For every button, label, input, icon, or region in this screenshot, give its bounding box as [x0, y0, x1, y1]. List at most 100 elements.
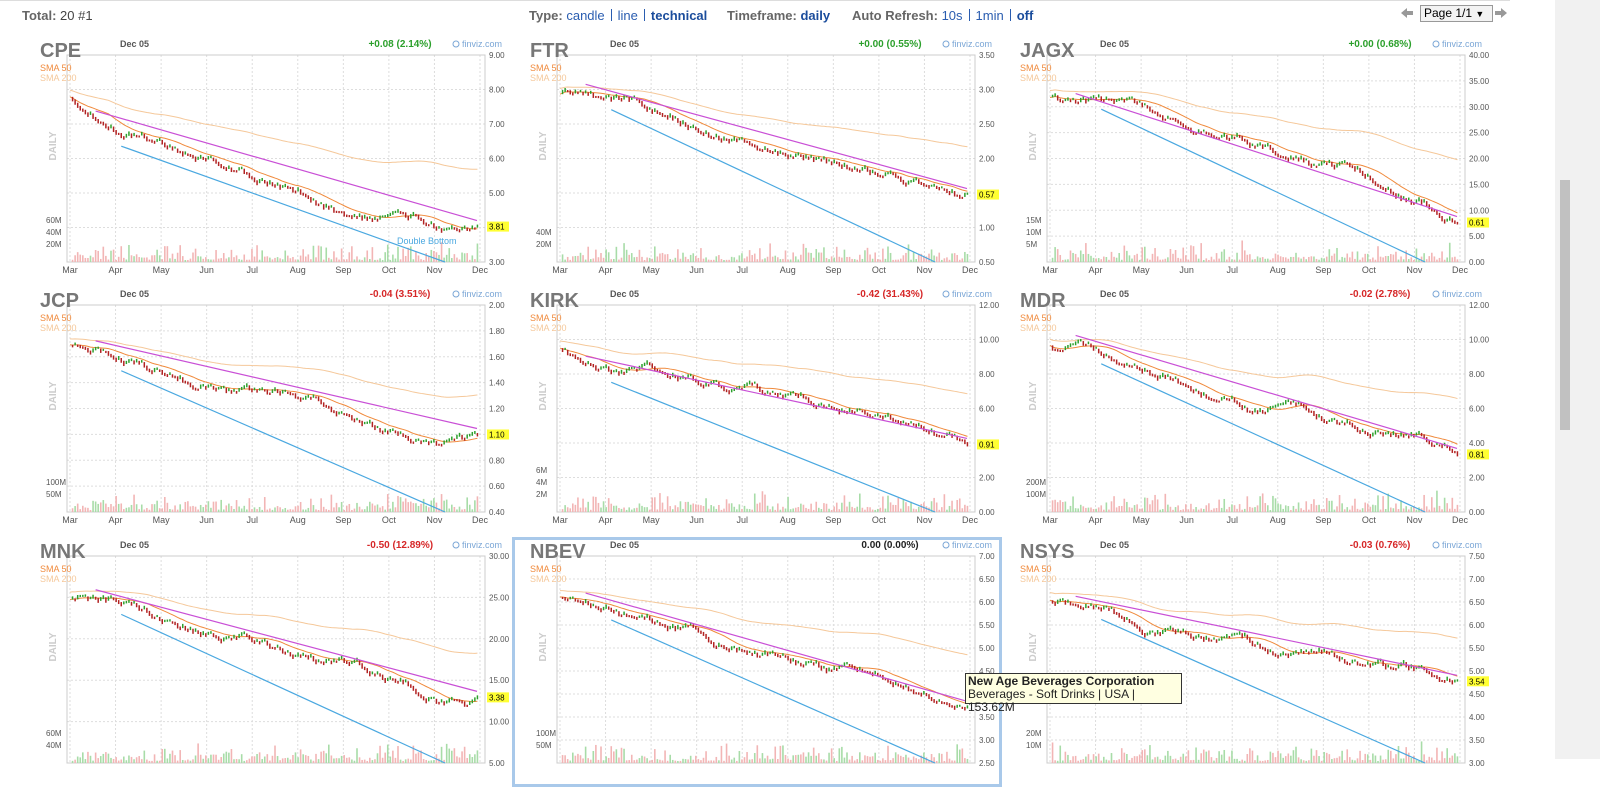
volume-bar: [71, 259, 74, 262]
volume-bar: [905, 252, 907, 262]
volume-bar: [415, 753, 417, 763]
volume-bar: [435, 252, 438, 262]
volume-bar: [1113, 256, 1115, 262]
scrollbar-thumb[interactable]: [1560, 180, 1570, 430]
volume-bar: [105, 503, 107, 512]
volume-bar: [674, 760, 677, 763]
sma50-line: [559, 596, 968, 705]
last-price: 3.54: [1469, 677, 1485, 686]
volume-bar: [1320, 509, 1323, 512]
last-price-box: [487, 692, 509, 703]
volume-bar: [1133, 505, 1136, 512]
volume-bar: [1115, 760, 1118, 763]
volume-bar: [687, 259, 689, 262]
volume-bar: [1226, 760, 1228, 763]
volume-bar: [404, 759, 407, 763]
volume-bar: [879, 760, 882, 763]
volume-bar: [656, 759, 659, 763]
type-line[interactable]: line: [617, 8, 638, 23]
volume-bar: [633, 508, 636, 512]
volume-bar: [248, 758, 251, 763]
volume-bar: [1377, 760, 1379, 763]
volume-bar: [1341, 256, 1343, 262]
volume-bar: [394, 258, 397, 262]
volume-bar: [187, 501, 189, 512]
stock-chart[interactable]: 7.50 7.00 6.50 6.00 5.50 5.00 4.50 4.00 3.50 3.00…: [1002, 537, 1492, 787]
volume-bar: [353, 259, 356, 262]
volume-bar: [1431, 497, 1433, 512]
volume-bar: [294, 506, 297, 512]
stock-chart[interactable]: 12.0010.008.006.004.002.000.00MarAprMayJ…: [512, 286, 1002, 536]
timeframe-daily[interactable]: daily: [800, 8, 831, 23]
volume-bar: [1400, 500, 1402, 512]
volume-bar: [743, 505, 746, 512]
volume-bar: [592, 258, 595, 262]
volume-bar: [882, 248, 884, 262]
volume-bar: [322, 750, 325, 763]
volume-bar: [1356, 251, 1359, 262]
sma200-line: [559, 340, 968, 395]
volume-bar: [292, 509, 294, 512]
y-tick-label: 0.00: [979, 508, 995, 517]
stock-chart[interactable]: 3.503.002.502.001.501.000.50MarAprMayJun…: [512, 36, 1002, 286]
x-tick-label: Oct: [1362, 515, 1377, 525]
type-candle[interactable]: candle: [566, 8, 605, 23]
volume-bar: [117, 503, 120, 512]
volume-bar: [1323, 258, 1325, 262]
volume-bar: [356, 256, 358, 262]
volume-bar: [917, 253, 920, 262]
prev-arrow[interactable]: [1400, 7, 1414, 19]
stock-chart[interactable]: 40.00 35.00 30.00 25.00 20.00 15.00 10.00 5.00 0…: [1002, 36, 1492, 286]
volume-bar: [1308, 256, 1310, 262]
y-tick-label: 0.40: [489, 508, 505, 517]
volume-bar: [1182, 247, 1185, 262]
volume-bar: [1185, 255, 1187, 262]
volume-bar: [1051, 500, 1054, 512]
volume-bar: [1400, 758, 1402, 763]
x-tick-label: Aug: [290, 265, 306, 275]
volume-bar: [848, 256, 851, 262]
volume-bar: [1097, 507, 1100, 512]
volume-bar: [930, 249, 933, 262]
stock-chart[interactable]: 2.001.801.601.401.201.000.800.600.40MarA…: [22, 286, 512, 536]
volume-bar: [884, 760, 887, 763]
sma50-label: SMA 50: [40, 564, 72, 574]
refresh-off[interactable]: off: [1016, 8, 1034, 23]
volume-bar: [1264, 503, 1267, 512]
date: Dec 05: [120, 289, 149, 299]
volume-bar: [330, 755, 333, 763]
volume-bar: [935, 256, 938, 262]
volume-bar: [907, 506, 910, 512]
volume-bar: [148, 259, 151, 262]
next-arrow[interactable]: [1494, 7, 1508, 19]
x-tick-label: Dec: [472, 265, 489, 275]
volume-bar: [440, 494, 443, 512]
volume-bar: [956, 499, 958, 512]
volume-bar: [107, 259, 110, 262]
volume-bar: [846, 752, 848, 763]
y-tick-label: 2.00: [1469, 474, 1485, 483]
refresh-1min[interactable]: 1min: [975, 8, 1004, 23]
volume-bar: [222, 509, 225, 512]
volume-bar: [787, 259, 789, 262]
volume-bar: [461, 751, 463, 763]
volume-bar: [389, 259, 392, 262]
volume-bar: [664, 750, 666, 763]
stock-chart[interactable]: 30.00 25.00 20.00 15.00 10.00 5.00 MNK Dec 05 -0…: [22, 537, 512, 787]
volume-bar: [833, 257, 835, 262]
volume-bar: [1241, 509, 1243, 512]
volume-bar: [1113, 496, 1115, 512]
volume-bar: [417, 752, 420, 763]
volume-bar: [1174, 250, 1177, 262]
type-technical[interactable]: technical: [650, 8, 708, 23]
volume-bar: [797, 259, 800, 262]
volume-bar: [569, 508, 572, 512]
page: Total: 20 #1 Type: candle line technical T…: [0, 0, 1600, 768]
y-tick-label: 3.00: [979, 86, 995, 95]
refresh-10s[interactable]: 10s: [941, 8, 963, 23]
page-select[interactable]: Page 1/1 ▼: [1420, 5, 1493, 22]
stock-chart[interactable]: 7.006.506.005.505.004.504.003.503.002.50…: [512, 537, 1002, 787]
trendline: [95, 340, 478, 430]
stock-chart[interactable]: 9.008.007.006.005.004.003.00MarAprMayJun…: [22, 36, 512, 286]
